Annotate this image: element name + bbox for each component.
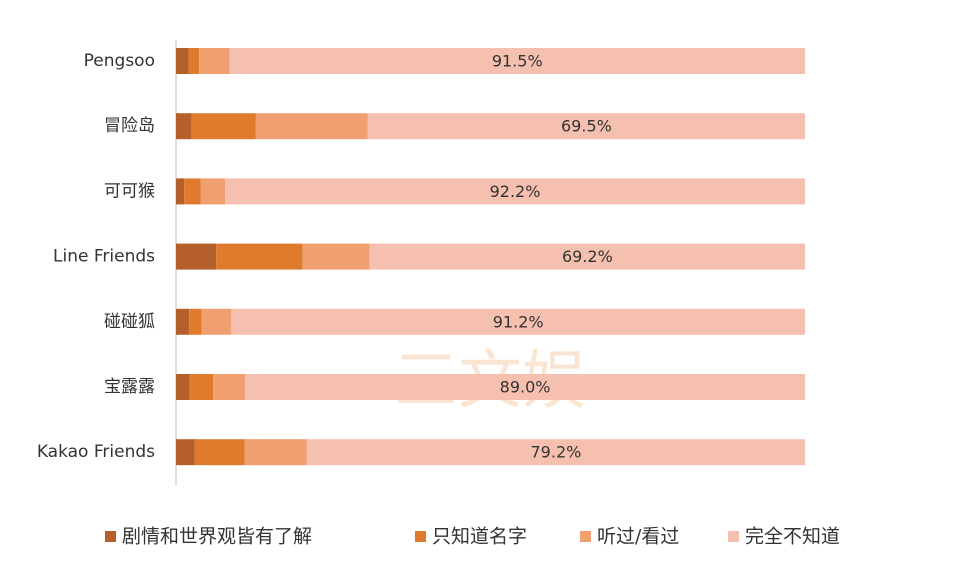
bar-segment <box>229 48 806 74</box>
legend-label: 完全不知道 <box>745 526 840 548</box>
legend-swatch <box>105 531 116 542</box>
bar-segment <box>245 374 805 400</box>
bar-segment <box>244 439 307 466</box>
bar-segment <box>306 439 805 466</box>
value-label: 89.0% <box>500 378 551 397</box>
bar-segment <box>189 308 202 335</box>
legend-label: 只知道名字 <box>432 526 527 548</box>
y-tick-label: 冒险岛 <box>104 116 155 136</box>
bar-segment <box>189 374 214 400</box>
bar-segment <box>176 374 190 400</box>
bar-segment <box>302 243 370 270</box>
value-label: 69.5% <box>561 117 612 136</box>
bar-segment <box>201 308 232 335</box>
bar-segment <box>213 374 246 400</box>
y-tick-label: 碰碰狐 <box>104 312 155 332</box>
bar-segment <box>199 48 230 74</box>
bar-segment <box>176 439 195 466</box>
bar-segment <box>176 178 185 205</box>
y-tick-label: Pengsoo <box>84 51 155 71</box>
legend-label: 剧情和世界观皆有了解 <box>122 526 312 548</box>
bar-segment <box>225 178 805 205</box>
value-label: 91.2% <box>493 312 544 331</box>
y-tick-label: 可可猴 <box>104 181 155 201</box>
legend-swatch <box>580 531 591 542</box>
bar-segment <box>369 243 805 270</box>
y-tick-label: Kakao Friends <box>37 442 155 462</box>
bar-segment <box>191 113 256 140</box>
bar-segment <box>194 439 245 466</box>
y-tick-label: Line Friends <box>53 247 155 267</box>
bar-segment <box>216 243 303 270</box>
bar-segment <box>176 243 217 270</box>
bar-segment <box>184 178 201 205</box>
y-tick-label: 宝露露 <box>104 377 155 397</box>
bar-segment <box>176 48 189 74</box>
bar-segment <box>367 113 805 140</box>
legend-label: 听过/看过 <box>597 526 679 548</box>
bar-segment <box>176 113 192 140</box>
bar-segment <box>231 308 806 335</box>
legend-swatch <box>728 531 739 542</box>
bar-segment <box>200 178 226 205</box>
bar-segment <box>176 308 190 335</box>
legend-swatch <box>415 531 426 542</box>
value-label: 92.2% <box>490 182 541 201</box>
bar-segment <box>255 113 368 140</box>
bar-segment <box>188 48 200 74</box>
value-label: 79.2% <box>531 443 582 462</box>
value-label: 69.2% <box>562 247 613 266</box>
value-label: 91.5% <box>492 52 543 71</box>
